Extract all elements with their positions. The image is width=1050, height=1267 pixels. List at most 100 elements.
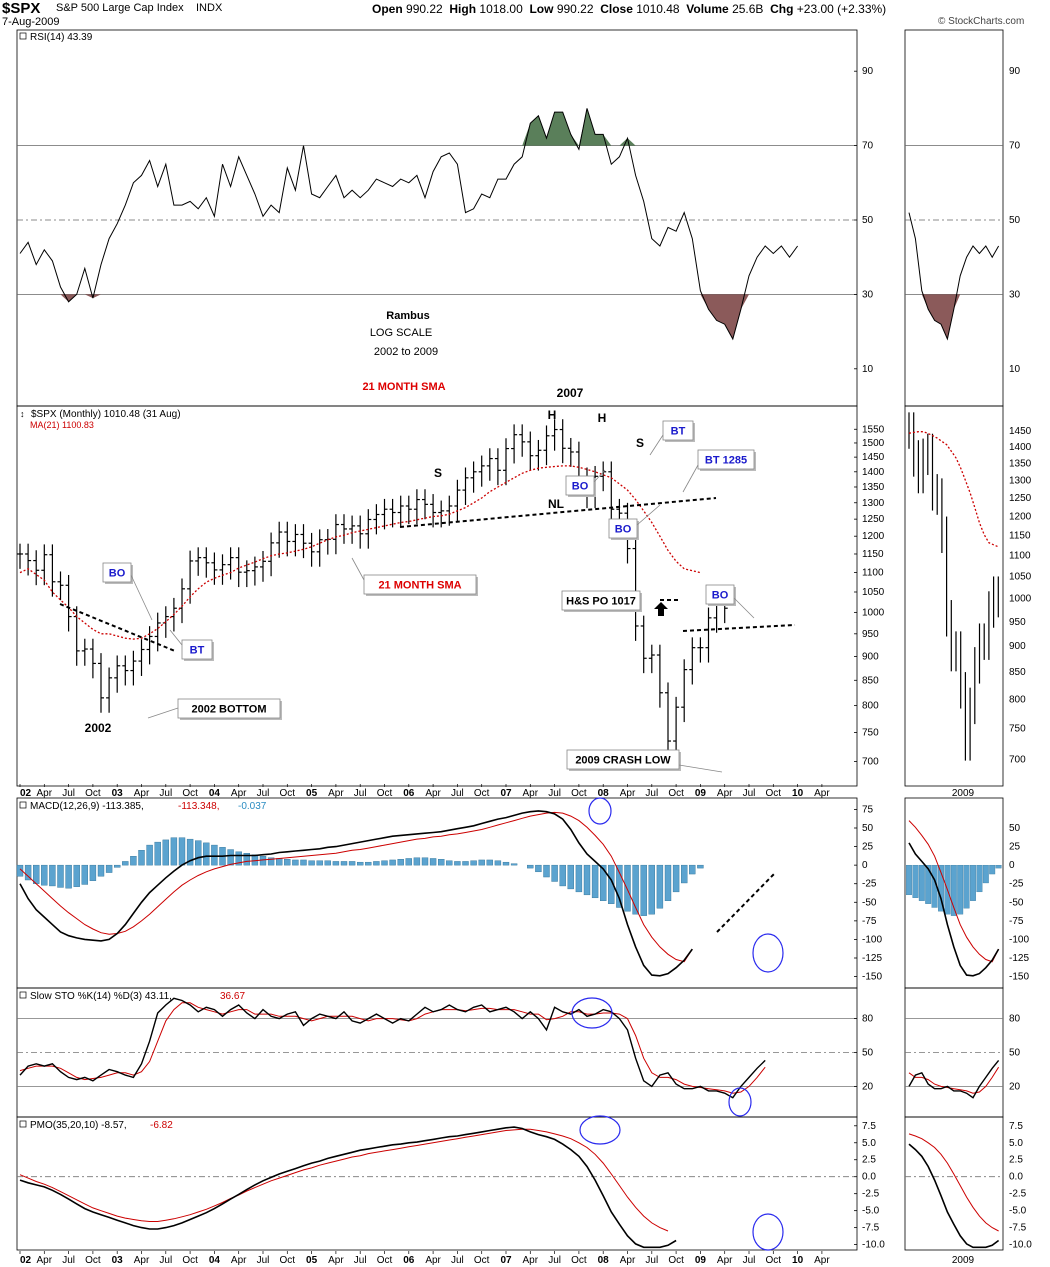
macd-signal-line (19, 811, 693, 963)
month-axis-bottom-label: 06 (403, 1255, 415, 1266)
price-small-axis-tick: 1000 (1009, 594, 1032, 605)
month-axis-bottom-label: 03 (112, 1255, 124, 1266)
pmo-axis-small-tick: 7.5 (1009, 1121, 1023, 1132)
callout-bo-2007-box (565, 475, 595, 496)
macd-histogram-bar (81, 864, 89, 885)
chg-label: Chg (770, 2, 794, 16)
sto-small-k-line (908, 1059, 1000, 1099)
annotation-neckline: NL (548, 497, 564, 511)
macd-histogram-bar (57, 864, 64, 888)
open-label: Open (372, 2, 403, 16)
macd-histogram-bar (616, 864, 623, 908)
price-small-axis-tick: 1450 (1009, 426, 1032, 437)
price-axis-tick: 1300 (862, 498, 885, 509)
month-axis-top-label: Oct (766, 788, 782, 799)
month-axis-top-label: 08 (598, 788, 610, 799)
pmo-axis-small-tick: 5.0 (1009, 1138, 1023, 1149)
month-axis-top-label: Jul (354, 788, 367, 799)
chart-header: $SPX S&P 500 Large Cap Index INDX 7-Aug-… (0, 0, 1050, 30)
callout-bt-1285-box (697, 449, 755, 470)
macd-histogram-bar (486, 859, 493, 866)
callout-sma-label: 21 MONTH SMA (378, 580, 461, 592)
macd-legend-signal: -113.348, (178, 801, 220, 812)
callout-bo-2003-pointer (130, 574, 153, 621)
month-axis-top-label: Apr (134, 788, 150, 799)
macd-circle-2007 (588, 797, 612, 825)
macd-histogram-bar (154, 841, 161, 866)
month-axis-top-label: Jul (645, 788, 658, 799)
month-axis-top-label: Apr (620, 788, 636, 799)
macd-histogram-bar (211, 844, 218, 866)
month-axis-top-label: Jul (548, 788, 561, 799)
macd-histogram-bar (640, 864, 647, 916)
price-small-axis-tick: 1400 (1009, 442, 1032, 453)
pmo-axis-small-tick: -10.0 (1009, 1240, 1032, 1251)
rsi-overbought-fill-0 (522, 112, 579, 146)
rsi-axis-small-tick: 10 (1009, 364, 1021, 375)
symbol: $SPX (2, 0, 41, 17)
macd-small-histogram-bar (995, 864, 1002, 869)
macd-histogram-bar (97, 864, 105, 877)
callout-2002-bottom-pointer (147, 707, 179, 719)
month-axis-bottom-label: 05 (306, 1255, 318, 1266)
month-axis-bottom-label: Apr (425, 1255, 441, 1266)
annotation-log-scale: LOG SCALE (370, 327, 432, 339)
price-small-axis-tick: 700 (1009, 754, 1026, 765)
macd-line (19, 810, 693, 977)
month-axis-top-label: Apr (231, 788, 247, 799)
price-small-axis-tick: 1300 (1009, 475, 1032, 486)
macd-axis-small-tick: -75 (1009, 916, 1024, 927)
sma-small-line (908, 431, 999, 548)
month-axis-top-label: Oct (474, 788, 490, 799)
month-axis-bottom-label: Apr (717, 1255, 733, 1266)
macd-axis-small-tick: -150 (1009, 972, 1029, 983)
month-axis-bottom-label: Apr (814, 1255, 830, 1266)
month-axis-top-label: Oct (377, 788, 393, 799)
macd-histogram-bar (324, 860, 331, 866)
macd-axis-small-tick: -25 (1009, 879, 1024, 890)
macd-histogram-bar (24, 864, 32, 881)
month-axis-bottom-label: 07 (500, 1255, 512, 1266)
month-axis-top-label: 06 (403, 788, 415, 799)
small-axis-2009-bottom: 2009 (952, 1255, 975, 1266)
month-axis-top-label: Apr (328, 788, 344, 799)
annotation-sma-title: 21 MONTH SMA (362, 381, 445, 393)
pmo-signal-line (19, 1128, 669, 1232)
month-axis-bottom-label: Jul (451, 1255, 464, 1266)
annotation-head-1: H (548, 408, 557, 422)
macd-small-line (908, 842, 1000, 977)
macd-histogram-bar (608, 864, 615, 904)
sto-legend-box (19, 991, 27, 999)
month-axis-top-label: Apr (814, 788, 830, 799)
macd-histogram-bar (543, 864, 550, 878)
macd-histogram-bar (697, 864, 704, 869)
month-axis-bottom-label: Apr (328, 1255, 344, 1266)
macd-histogram-bar (656, 864, 664, 909)
sto-axis-tick: 80 (862, 1014, 874, 1025)
price-small-axis-tick: 1250 (1009, 493, 1032, 504)
callout-crash-low-box (566, 749, 680, 770)
month-axis-bottom-label: Oct (85, 1255, 101, 1266)
callout-bt-1285-pointer (682, 464, 699, 493)
macd-histogram-bar (178, 837, 186, 866)
price-axis-tick: 1350 (862, 482, 885, 493)
month-axis-top-label: Oct (571, 788, 587, 799)
macd-histogram-bar (227, 849, 234, 866)
macd-histogram-bar (575, 864, 583, 893)
month-axis-bottom-label: Oct (182, 1255, 198, 1266)
callout-bo-2008-label: BO (615, 524, 632, 536)
macd-histogram-bar (49, 864, 56, 887)
month-axis-bottom-label: Oct (377, 1255, 393, 1266)
price-axis-tick: 950 (862, 629, 879, 640)
macd-histogram-bar (284, 859, 291, 866)
macd-histogram-bar (689, 864, 696, 875)
month-axis-bottom-label: Apr (134, 1255, 150, 1266)
month-axis-top-label: Jul (159, 788, 172, 799)
macd-small-histogram-bar (970, 864, 976, 901)
price-axis-tick: 900 (862, 651, 879, 662)
macd-histogram-bar (672, 864, 680, 893)
close-label: Close (600, 2, 633, 16)
macd-histogram-bar (681, 864, 688, 884)
macd-histogram-bar (259, 856, 267, 866)
macd-legend-box (19, 801, 27, 809)
